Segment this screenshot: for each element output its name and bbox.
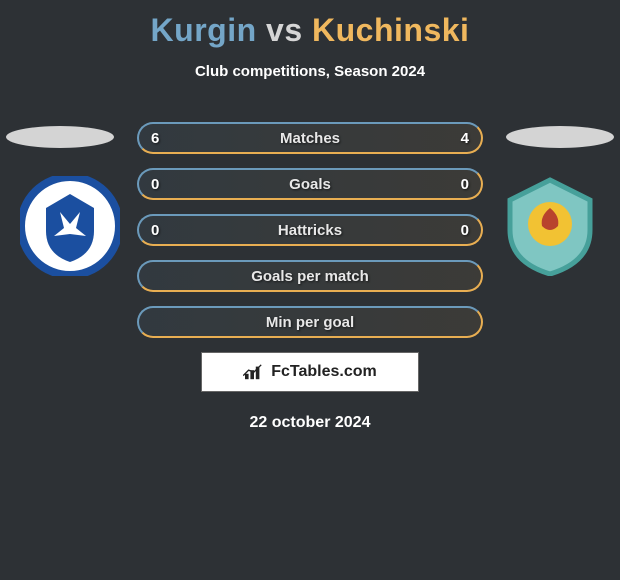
stat-label: Min per goal — [266, 314, 354, 331]
stat-label: Hattricks — [278, 222, 342, 239]
stats-stage: Matches 6 4 Goals 0 0 Hattricks 0 0 Goals per mat… — [0, 122, 620, 432]
stat-row-matches: Matches 6 4 — [137, 122, 483, 154]
page-title: Kurgin vs Kuchinski — [0, 12, 620, 49]
vs-label: vs — [266, 12, 303, 48]
stat-value-left: 0 — [151, 176, 159, 193]
player2-name: Kuchinski — [312, 12, 469, 48]
subtitle: Club competitions, Season 2024 — [0, 63, 620, 80]
bar-chart-icon — [243, 363, 265, 381]
player1-name: Kurgin — [151, 12, 257, 48]
stat-value-left: 6 — [151, 130, 159, 147]
stat-label: Goals per match — [251, 268, 369, 285]
stat-row-mpg: Min per goal — [137, 306, 483, 338]
branding-bar[interactable]: FcTables.com — [201, 352, 419, 392]
player2-chip — [506, 126, 614, 148]
club-badge-right-svg — [500, 176, 600, 276]
date-text: 22 october 2024 — [0, 414, 620, 432]
branding-text: FcTables.com — [271, 363, 377, 381]
club-badge-right — [500, 176, 600, 276]
stat-row-goals: Goals 0 0 — [137, 168, 483, 200]
player1-chip — [6, 126, 114, 148]
stat-label: Goals — [289, 176, 331, 193]
stat-value-right: 0 — [461, 222, 469, 239]
comparison-card: Kurgin vs Kuchinski Club competitions, S… — [0, 0, 620, 580]
stat-value-left: 0 — [151, 222, 159, 239]
stat-value-right: 4 — [461, 130, 469, 147]
club-badge-left — [20, 176, 120, 276]
stat-label: Matches — [280, 130, 340, 147]
stat-value-right: 0 — [461, 176, 469, 193]
stat-row-gpm: Goals per match — [137, 260, 483, 292]
club-badge-left-svg — [20, 176, 120, 276]
stat-row-hattricks: Hattricks 0 0 — [137, 214, 483, 246]
